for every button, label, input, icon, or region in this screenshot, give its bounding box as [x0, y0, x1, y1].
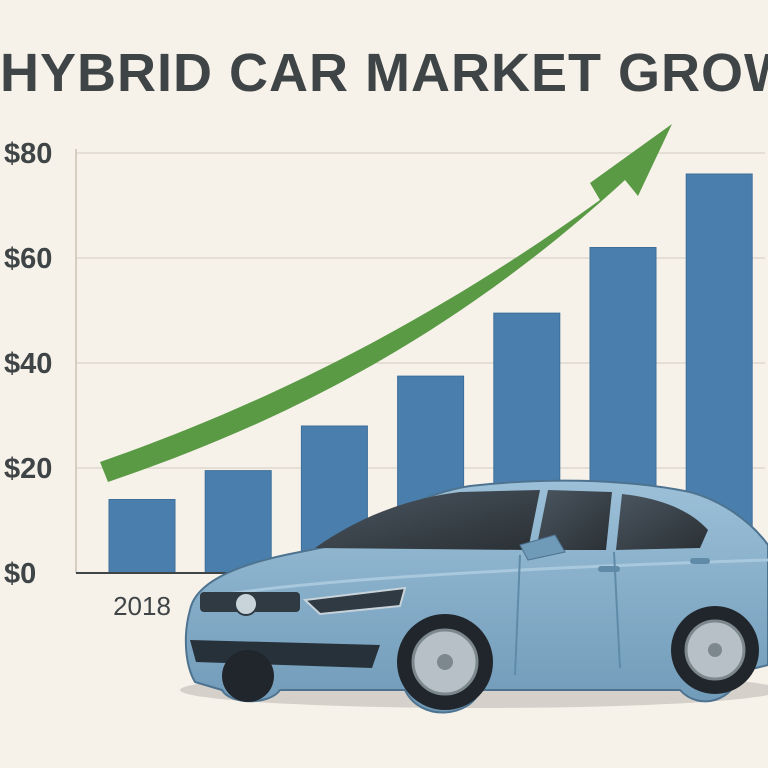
y-tick-label: $80: [4, 138, 52, 170]
x-tick-label: 2018: [113, 591, 171, 621]
y-tick-label: $20: [4, 453, 52, 485]
x-axis-ticks: 2018: [113, 591, 171, 621]
bar: [204, 470, 272, 574]
y-tick-label: $0: [4, 558, 36, 590]
car-illustration: [180, 479, 768, 714]
y-tick-label: $60: [4, 243, 52, 275]
bar: [108, 499, 176, 574]
y-tick-label: $40: [4, 348, 52, 380]
y-axis-ticks: $0 $20 $40 $60 $80: [4, 138, 52, 590]
trend-arrow: [100, 124, 672, 482]
chart-title: HYBRID CAR MARKET GROWTH: [0, 43, 768, 103]
